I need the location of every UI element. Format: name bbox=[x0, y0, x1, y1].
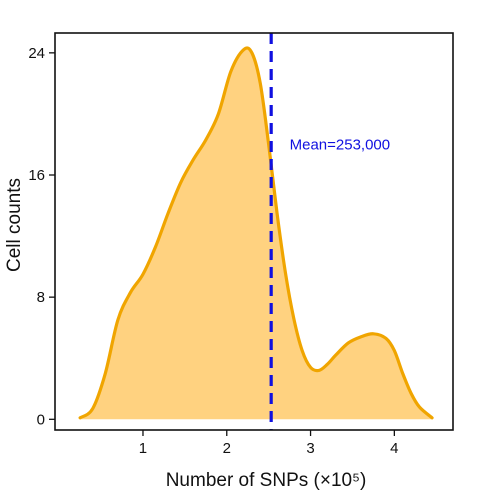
y-tick-label: 16 bbox=[28, 167, 45, 184]
plot-area: Mean=253,000 bbox=[78, 33, 434, 430]
x-tick-label: 4 bbox=[390, 440, 398, 457]
axes: 1 2 3 4 0 8 16 24 bbox=[28, 32, 454, 457]
mean-annotation: Mean=253,000 bbox=[290, 136, 391, 153]
x-tick-label: 2 bbox=[223, 440, 231, 457]
density-area-fill bbox=[80, 47, 433, 420]
x-tick-label: 1 bbox=[139, 440, 147, 457]
y-tick-label: 8 bbox=[37, 289, 45, 306]
density-curve bbox=[78, 46, 434, 420]
plot-frame bbox=[54, 32, 454, 431]
y-tick-label: 24 bbox=[28, 45, 45, 62]
x-axis-title: Number of SNPs (×10⁵) bbox=[166, 470, 367, 491]
x-tick-label: 3 bbox=[306, 440, 314, 457]
y-tick-label: 0 bbox=[37, 411, 45, 428]
y-axis-title: Cell counts bbox=[4, 178, 25, 272]
